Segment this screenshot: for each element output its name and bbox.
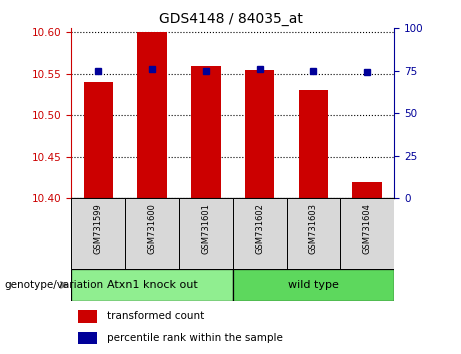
Bar — [353, 182, 382, 198]
Bar — [191, 65, 221, 198]
Bar — [125, 198, 179, 269]
Bar — [233, 269, 394, 301]
Bar — [287, 198, 340, 269]
Text: GSM731604: GSM731604 — [363, 203, 372, 254]
Text: percentile rank within the sample: percentile rank within the sample — [107, 333, 283, 343]
Text: GSM731600: GSM731600 — [148, 203, 157, 254]
Bar — [78, 310, 97, 323]
Text: GSM731601: GSM731601 — [201, 203, 210, 254]
Text: GSM731603: GSM731603 — [309, 203, 318, 254]
Bar — [137, 33, 167, 198]
Text: wild type: wild type — [288, 280, 339, 290]
Text: GSM731599: GSM731599 — [94, 203, 103, 254]
Bar — [233, 198, 287, 269]
Text: GDS4148 / 84035_at: GDS4148 / 84035_at — [159, 12, 302, 27]
Bar — [83, 82, 113, 198]
Text: genotype/variation: genotype/variation — [5, 280, 104, 290]
Text: GSM731602: GSM731602 — [255, 203, 264, 254]
Bar — [245, 70, 274, 198]
Bar — [299, 91, 328, 198]
Text: Atxn1 knock out: Atxn1 knock out — [107, 280, 197, 290]
Bar — [179, 198, 233, 269]
Bar — [340, 198, 394, 269]
Bar — [71, 198, 125, 269]
Text: transformed count: transformed count — [107, 312, 204, 321]
Bar — [78, 332, 97, 344]
Bar — [71, 269, 233, 301]
